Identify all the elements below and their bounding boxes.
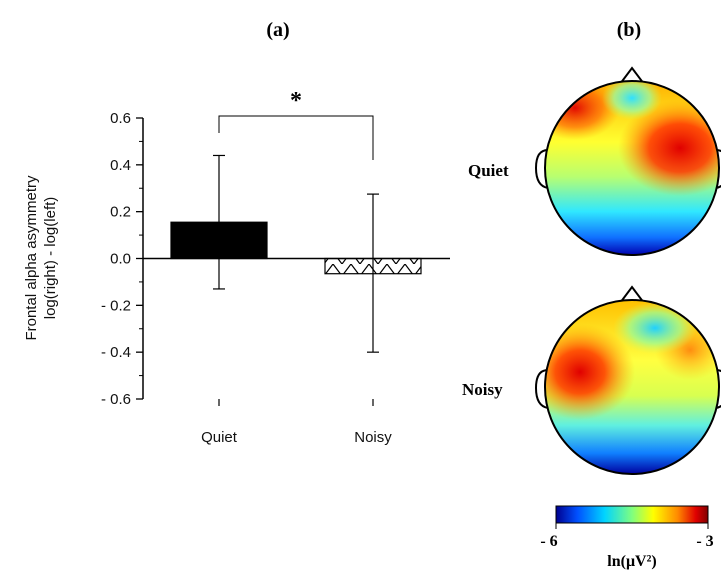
- topomap-row-label-quiet: Quiet: [468, 161, 509, 180]
- topomap-quiet: [534, 66, 721, 256]
- y-axis-label-secondary: log(right) - log(left): [42, 197, 59, 320]
- bars: [170, 221, 422, 275]
- y-tick-label: 0.0: [110, 251, 131, 268]
- colorbar-gradient: [555, 505, 709, 524]
- topomap-row-label-noisy: Noisy: [462, 380, 503, 399]
- colorbar: - 6 - 3 ln(μV²): [540, 505, 714, 570]
- colorbar-min-label: - 6: [540, 533, 557, 550]
- y-tick-label: - 0.4: [101, 344, 131, 361]
- y-axis-label: Frontal alpha asymmetry: [23, 175, 40, 341]
- panel-b-label: (b): [617, 19, 641, 41]
- y-tick-label: 0.6: [110, 110, 131, 127]
- x-tick-label-quiet: Quiet: [201, 429, 238, 446]
- y-tick-label: 0.4: [110, 157, 131, 174]
- head-outline: [544, 80, 720, 256]
- significance-star: *: [290, 88, 302, 114]
- y-tick-label: - 0.6: [101, 391, 131, 408]
- significance-bracket: [218, 115, 374, 160]
- y-tick-label: 0.2: [110, 204, 131, 221]
- nose: [619, 66, 645, 85]
- topomap-noisy: [534, 285, 721, 475]
- panel-a-label: (a): [266, 19, 289, 41]
- x-tick-label-noisy: Noisy: [354, 429, 392, 446]
- colorbar-max-label: - 3: [696, 533, 713, 550]
- error-bars: [213, 154, 379, 353]
- x-axis-labels: Quiet Noisy: [201, 399, 392, 446]
- y-tick-label: - 0.2: [101, 297, 131, 314]
- y-axis-ticks: 0.6 0.4 0.2 0.0 - 0.2 - 0.4 - 0.6: [101, 110, 143, 408]
- colorbar-unit-label: ln(μV²): [607, 553, 656, 570]
- bar-chart: Frontal alpha asymmetry log(right) - log…: [23, 88, 450, 446]
- head-outline: [544, 299, 720, 475]
- nose: [619, 285, 645, 304]
